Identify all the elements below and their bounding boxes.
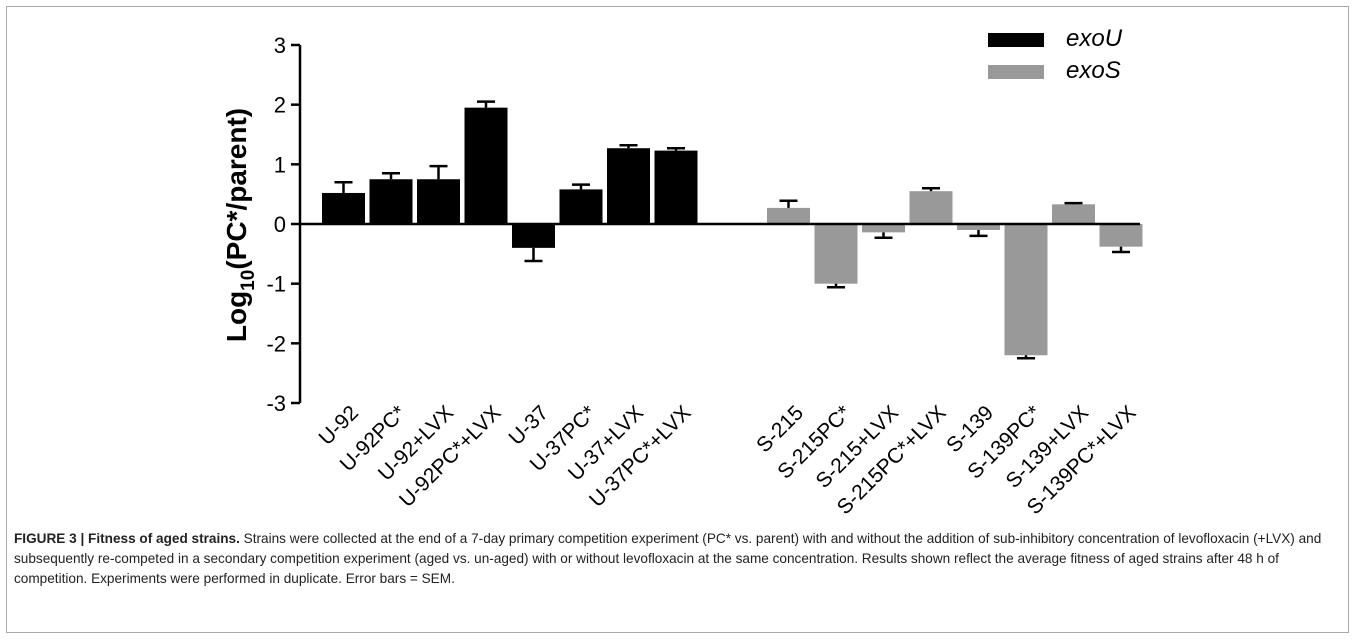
- legend-swatch: [988, 33, 1044, 47]
- bars: [322, 107, 1143, 356]
- figure-frame: [6, 6, 1349, 633]
- y-axis: 3 2 1 0 -1 -2 -3: [266, 33, 302, 416]
- bar: [909, 191, 953, 224]
- bar: [654, 150, 698, 224]
- y-tick-label: 3: [274, 33, 286, 58]
- y-tick-label: 1: [274, 152, 286, 177]
- bar: [464, 107, 508, 224]
- y-tick-label: 0: [274, 212, 286, 237]
- bar: [322, 192, 365, 224]
- bar: [1004, 224, 1048, 356]
- figure-caption: FIGURE 3 | Fitness of aged strains. Stra…: [14, 529, 1339, 589]
- bar: [559, 189, 603, 224]
- y-tick-label: -2: [266, 331, 286, 356]
- error-bars: [334, 100, 1130, 360]
- legend-swatch: [988, 65, 1044, 79]
- caption-text: Strains were collected at the end of a 7…: [14, 531, 1322, 586]
- bar: [607, 148, 650, 224]
- y-tick-label: 2: [274, 93, 286, 118]
- bar: [512, 224, 555, 248]
- bar-chart: 3 2 1 0 -1 -2 -3 U-92U-92PC*U-92+LVXU-92PC*+LV…: [221, 25, 1143, 519]
- y-axis-label: Log10(PC*/parent): [221, 108, 259, 342]
- caption-label: FIGURE 3 | Fitness of aged strains.: [14, 531, 240, 546]
- bar: [1099, 224, 1143, 247]
- bar: [814, 224, 858, 284]
- bar: [369, 179, 413, 224]
- bar: [862, 224, 905, 233]
- bar: [957, 224, 1000, 230]
- legend-label: exoU: [1066, 25, 1123, 52]
- y-tick-label: -3: [266, 391, 286, 416]
- bar: [1052, 204, 1095, 224]
- bar: [417, 179, 460, 224]
- legend-label: exoS: [1066, 57, 1121, 84]
- bar: [767, 207, 810, 224]
- y-tick-label: -1: [266, 272, 286, 297]
- legend: exoU exoS: [988, 25, 1123, 84]
